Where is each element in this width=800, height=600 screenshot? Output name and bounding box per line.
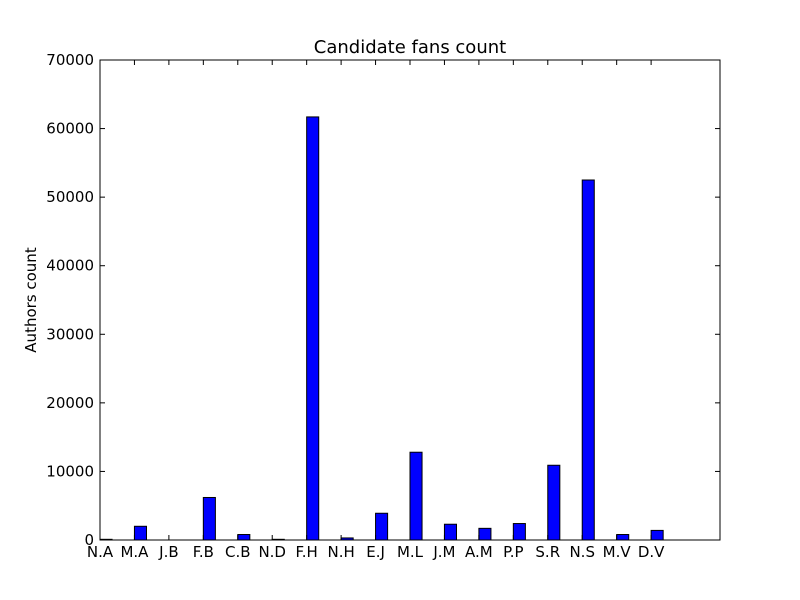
bar-fh <box>306 116 320 541</box>
x-tick-label: N.A <box>87 543 114 561</box>
x-ticks-group: N.A M.A J.B F.B C.B N.D F.H N.H E.J M.L J.M A.M P.P S… <box>87 60 665 561</box>
bar-ma <box>133 525 147 541</box>
bar-dv <box>650 529 664 541</box>
bar-ns <box>581 179 595 541</box>
x-tick-label: J.M <box>432 543 455 561</box>
bar-am <box>478 527 492 541</box>
y-tick-label: 60000 <box>46 120 94 138</box>
x-tick-label: P.P <box>503 543 524 561</box>
x-tick-label: N.S <box>569 543 595 561</box>
x-tick-label: C.B <box>225 543 251 561</box>
y-axis-label: Authors count <box>22 247 40 353</box>
x-tick-label: A.M <box>465 543 493 561</box>
x-tick-label: F.H <box>296 543 318 561</box>
bar-pp <box>512 523 526 541</box>
y-tick-label: 30000 <box>46 325 94 343</box>
x-tick-label: M.L <box>397 543 424 561</box>
y-ticks-group: 0 10000 20000 30000 40000 50000 60000 70000 <box>46 51 720 549</box>
y-tick-label: 50000 <box>46 188 94 206</box>
bar-fb <box>202 496 216 541</box>
y-tick-label: 20000 <box>46 394 94 412</box>
x-tick-label: N.D <box>258 543 286 561</box>
bar-ej <box>375 512 389 541</box>
x-tick-label: F.B <box>193 543 214 561</box>
y-tick-label: 40000 <box>46 257 94 275</box>
bar-sr <box>547 464 561 541</box>
x-tick-label: N.H <box>327 543 354 561</box>
y-tick-label: 70000 <box>46 51 94 69</box>
bar-jm <box>443 523 458 541</box>
bar-mv <box>616 534 630 541</box>
x-tick-label: J.B <box>158 543 178 561</box>
y-tick-label: 0 <box>84 531 94 549</box>
x-tick-label: M.A <box>120 543 149 561</box>
chart-title: Candidate fans count <box>314 37 506 58</box>
bar-ml <box>409 451 423 541</box>
bar-cb <box>237 534 251 541</box>
x-tick-label: E.J <box>366 543 385 561</box>
x-tick-label: D.V <box>638 543 665 561</box>
x-tick-label: M.V <box>603 543 632 561</box>
plot-frame <box>99 59 721 541</box>
x-tick-label: S.R <box>535 543 560 561</box>
y-tick-label: 10000 <box>46 462 94 480</box>
